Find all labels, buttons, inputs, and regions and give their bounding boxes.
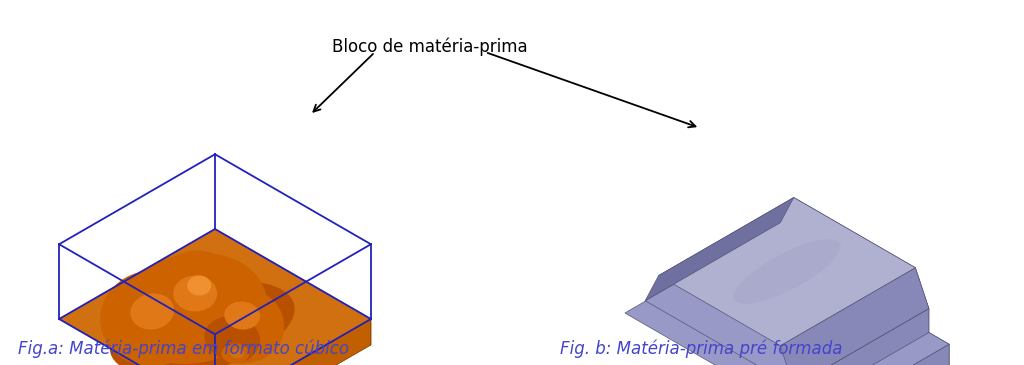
Ellipse shape bbox=[205, 316, 260, 361]
Ellipse shape bbox=[221, 343, 249, 364]
Ellipse shape bbox=[158, 250, 238, 320]
Ellipse shape bbox=[100, 270, 204, 365]
Polygon shape bbox=[760, 235, 949, 365]
Polygon shape bbox=[645, 223, 929, 365]
Ellipse shape bbox=[219, 334, 255, 362]
Polygon shape bbox=[215, 319, 371, 365]
Ellipse shape bbox=[187, 276, 211, 296]
Ellipse shape bbox=[224, 301, 260, 330]
Ellipse shape bbox=[118, 253, 266, 364]
Polygon shape bbox=[780, 268, 929, 365]
Text: Fig. b: Matéria-prima pré formada: Fig. b: Matéria-prima pré formada bbox=[560, 340, 843, 358]
Polygon shape bbox=[625, 235, 949, 365]
Polygon shape bbox=[814, 209, 895, 289]
Ellipse shape bbox=[173, 276, 217, 311]
Polygon shape bbox=[794, 308, 929, 365]
Polygon shape bbox=[215, 229, 371, 345]
Polygon shape bbox=[895, 256, 929, 308]
Polygon shape bbox=[59, 229, 371, 365]
Text: Bloco de matéria-prima: Bloco de matéria-prima bbox=[332, 38, 527, 57]
Ellipse shape bbox=[130, 293, 174, 330]
Polygon shape bbox=[658, 197, 915, 346]
Ellipse shape bbox=[201, 288, 285, 364]
Ellipse shape bbox=[733, 239, 841, 304]
Polygon shape bbox=[645, 197, 794, 301]
Ellipse shape bbox=[230, 349, 244, 358]
Polygon shape bbox=[780, 223, 929, 333]
Polygon shape bbox=[814, 344, 949, 365]
Ellipse shape bbox=[110, 281, 295, 365]
Polygon shape bbox=[780, 197, 814, 242]
Text: Fig.a: Matéria-prima em formato cúbico: Fig.a: Matéria-prima em formato cúbico bbox=[18, 340, 349, 358]
